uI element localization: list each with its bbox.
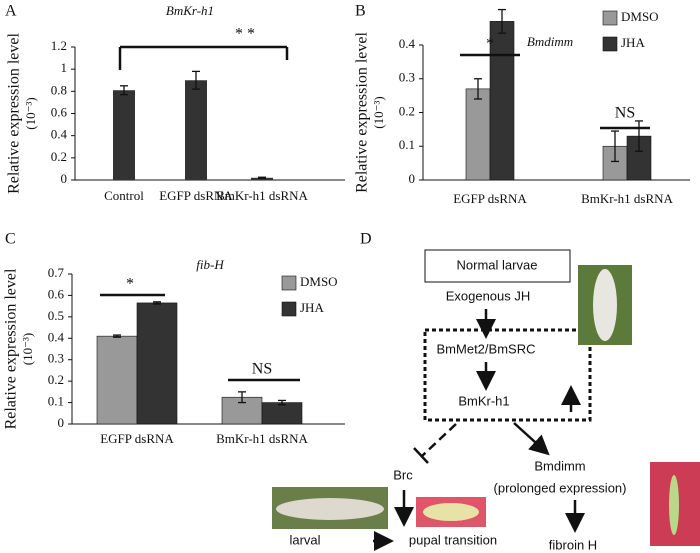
node: Exogenous JH xyxy=(446,288,531,303)
legend-label: DMSO xyxy=(300,274,338,289)
bar xyxy=(185,80,207,180)
legend-label: DMSO xyxy=(621,9,659,24)
node: Brc xyxy=(393,467,413,482)
node: BmMet2/BmSRC xyxy=(437,341,536,356)
y-tick-label: 0 xyxy=(409,171,416,186)
gland xyxy=(669,475,679,535)
legend-label: JHA xyxy=(300,300,324,315)
node: fibroin H xyxy=(549,537,597,552)
inhibit xyxy=(421,423,457,457)
x-tick-label: BmKr-h1 dsRNA xyxy=(581,191,673,206)
y-tick-label: 0.4 xyxy=(51,127,68,142)
y-tick-label: 0.4 xyxy=(48,329,65,344)
larva xyxy=(276,498,384,520)
y-tick-label: 0.6 xyxy=(48,286,65,301)
bar xyxy=(113,90,135,180)
y-tick-label: 0 xyxy=(58,415,65,430)
y-axis-unit: (10⁻³) xyxy=(20,333,35,365)
legend-swatch xyxy=(281,275,297,291)
bar xyxy=(465,88,491,181)
chart-title: fib-H xyxy=(196,257,224,272)
significance-label: NS xyxy=(615,105,635,122)
larva xyxy=(423,503,479,521)
x-tick-label: EGFP dsRNA xyxy=(159,188,233,203)
node: larval xyxy=(289,532,320,547)
significance-label: * xyxy=(486,36,494,53)
legend-swatch xyxy=(281,301,297,317)
y-axis-unit: (10⁻³) xyxy=(371,96,386,128)
y-tick-label: 0.5 xyxy=(48,308,64,323)
y-tick-label: 0.3 xyxy=(399,70,415,85)
panel-label: B xyxy=(355,3,366,20)
y-tick-label: 0 xyxy=(61,171,68,186)
panel-label: A xyxy=(5,3,17,20)
inhibit-bar xyxy=(413,447,429,464)
significance-label: * xyxy=(126,276,134,293)
y-tick-label: 0.1 xyxy=(48,394,64,409)
legend-label: JHA xyxy=(621,35,645,50)
x-tick-label: BmKr-h1 dsRNA xyxy=(216,431,308,446)
x-tick-label: EGFP dsRNA xyxy=(100,431,174,446)
y-tick-label: 0.2 xyxy=(48,372,64,387)
y-tick-label: 0.8 xyxy=(51,82,67,97)
chart-title: BmKr-h1 xyxy=(166,3,214,18)
y-tick-label: 0.3 xyxy=(48,351,64,366)
significance-label: NS xyxy=(252,361,272,378)
complex-box xyxy=(423,328,592,422)
x-tick-label: EGFP dsRNA xyxy=(453,191,527,206)
x-tick-label: BmKr-h1 dsRNA xyxy=(216,188,308,203)
y-axis-unit: (10⁻³) xyxy=(23,97,38,129)
legend-swatch xyxy=(602,36,618,52)
bar xyxy=(261,402,303,425)
bar xyxy=(96,335,138,425)
node: BmKr-h1 xyxy=(458,393,509,408)
node-box xyxy=(424,249,571,283)
y-tick-label: 0.7 xyxy=(48,265,65,280)
node: (prolonged expression) xyxy=(494,480,627,495)
node: Normal larvae xyxy=(457,257,538,272)
diagram: D Normal larvae Exogenous JH BmMet2/BmSR… xyxy=(272,231,700,552)
node: pupal transition xyxy=(409,532,497,547)
y-tick-label: 1 xyxy=(61,60,68,75)
panel-label: D xyxy=(360,231,372,248)
arrow xyxy=(513,422,550,456)
y-tick-label: 0.4 xyxy=(399,36,416,51)
y-axis-label: Relative expression level xyxy=(354,32,371,193)
significance-label: * * xyxy=(235,26,255,43)
y-tick-label: 0.6 xyxy=(51,104,68,119)
node: Bmdimm xyxy=(534,458,585,473)
larva xyxy=(593,269,617,341)
y-tick-label: 0.2 xyxy=(51,149,67,164)
panel-label: C xyxy=(5,231,16,248)
legend-swatch xyxy=(602,10,618,26)
y-tick-label: 1.2 xyxy=(51,38,67,53)
bar xyxy=(136,302,178,425)
y-axis-label: Relative expression level xyxy=(6,33,23,194)
y-tick-label: 0.2 xyxy=(399,103,415,118)
chart-title: Bmdimm xyxy=(527,34,573,49)
x-tick-label: Control xyxy=(104,188,144,203)
y-tick-label: 0.1 xyxy=(399,137,415,152)
y-axis-label: Relative expression level xyxy=(3,268,20,429)
